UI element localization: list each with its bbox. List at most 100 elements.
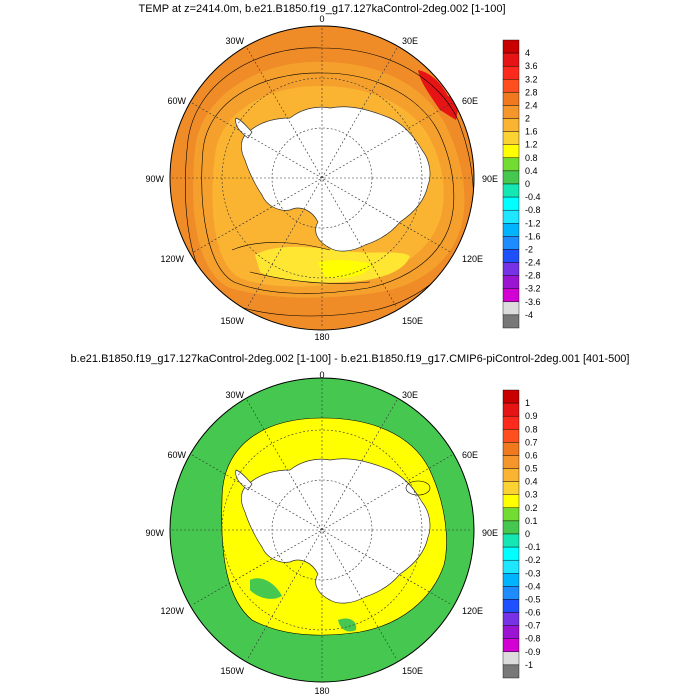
colorbar: 1 0.9 0.8 0.7 0.6 0.5 0.4 0.3 0.2 0.1 0 -0.1 -0.2 -0.… — [502, 389, 541, 679]
panel-title: b.e21.B1850.f19_g17.127kaControl-2deg.00… — [71, 353, 630, 365]
map-frame — [169, 377, 475, 683]
colorbar-label: -0.8 — [525, 205, 541, 215]
colorbar-swatch — [502, 402, 520, 417]
colorbar-label: 3.6 — [525, 61, 538, 71]
colorbar-swatch — [502, 468, 520, 482]
colorbar-label: 0.5 — [525, 464, 538, 474]
lon-label-90w: 90W — [145, 174, 164, 184]
colorbar-label: 1.6 — [525, 127, 538, 137]
graticule — [172, 28, 472, 328]
colorbar-swatch — [502, 131, 520, 145]
lon-label-150w: 150W — [220, 666, 244, 676]
antarctic-peninsula — [235, 469, 253, 491]
colorbar-swatch — [502, 625, 520, 639]
lon-label-150e: 150E — [402, 666, 423, 676]
colorbar-label: -1 — [525, 660, 533, 670]
colorbar-swatch — [502, 288, 520, 303]
colorbar-label: 0.1 — [525, 516, 538, 526]
colorbar-label: 2.8 — [525, 87, 538, 97]
colorbar-label: 4 — [525, 48, 530, 58]
colorbar-swatch — [502, 209, 520, 224]
antarctic-peninsula — [235, 117, 253, 139]
colorbar-label: 0 — [525, 179, 530, 189]
graticule — [172, 380, 472, 680]
colorbar-swatch — [502, 389, 520, 404]
lon-label-60e: 60E — [462, 96, 478, 106]
field-pocket — [318, 260, 372, 278]
lon-label-30w: 30W — [225, 36, 244, 46]
colorbar-swatch — [502, 415, 520, 430]
map-field — [170, 26, 474, 330]
colorbar-swatch — [502, 52, 520, 67]
colorbar-swatch — [502, 507, 520, 522]
colorbar-label: -0.2 — [525, 555, 541, 565]
field-patch-2 — [338, 618, 357, 632]
lon-label-120e: 120E — [462, 254, 483, 264]
colorbar-label: 0.7 — [525, 437, 538, 447]
colorbar-swatch — [502, 39, 520, 54]
colorbar-label: 0.9 — [525, 411, 538, 421]
colorbar-label: 2.4 — [525, 100, 538, 110]
lon-label-0: 0 — [319, 370, 324, 380]
lon-label-120w: 120W — [160, 254, 184, 264]
colorbar-label: -4 — [525, 310, 533, 320]
lon-label-30e: 30E — [402, 390, 418, 400]
colorbar-swatch — [502, 651, 520, 666]
lon-label-60w: 60W — [167, 96, 186, 106]
lon-label-90e: 90E — [482, 528, 498, 538]
lon-label-120w: 120W — [160, 606, 184, 616]
colorbar-label: -3.6 — [525, 297, 541, 307]
colorbar-label: 1 — [525, 398, 530, 408]
colorbar-label: -2 — [525, 244, 533, 254]
colorbar-label: 1.2 — [525, 140, 538, 150]
lon-label-150e: 150E — [402, 316, 423, 326]
colorbar-label: -0.5 — [525, 594, 541, 604]
colorbar-swatch — [502, 157, 520, 172]
colorbar-label: -0.9 — [525, 647, 541, 657]
colorbar-label: 0.8 — [525, 424, 538, 434]
colorbar-swatch — [502, 546, 520, 561]
lon-label-60e: 60E — [462, 450, 478, 460]
lon-label-150w: 150W — [220, 316, 244, 326]
colorbar-label: 0.2 — [525, 503, 538, 513]
field-warm-spot-2 — [440, 300, 460, 320]
colorbar-label: -0.8 — [525, 634, 541, 644]
colorbar-swatch — [502, 262, 520, 276]
colorbar-swatch — [502, 118, 520, 132]
colorbar-swatch — [502, 559, 520, 574]
colorbar-swatch — [502, 533, 520, 548]
colorbar-label: 0.6 — [525, 450, 538, 460]
colorbar-label: -3.2 — [525, 284, 541, 294]
lon-label-0: 0 — [319, 14, 324, 24]
colorbar-swatch — [502, 455, 520, 469]
colorbar-label: -0.3 — [525, 568, 541, 578]
colorbar-label: 3.2 — [525, 74, 538, 84]
lon-label-60w: 60W — [167, 450, 186, 460]
colorbar-label: -2.8 — [525, 271, 541, 281]
lon-label-180: 180 — [314, 332, 329, 342]
colorbar-label: 0 — [525, 529, 530, 539]
colorbar-swatch — [502, 170, 520, 185]
antarctica — [240, 106, 431, 252]
lon-labels: 0 30E 60E 90E 120E 150E 180 150W 120W 90… — [145, 370, 498, 696]
antarctica — [240, 458, 431, 604]
colorbar-swatch — [502, 183, 520, 198]
colorbar-swatch — [502, 92, 520, 106]
colorbar-label: -2.4 — [525, 258, 541, 268]
lon-label-180: 180 — [314, 686, 329, 696]
colorbar-label: -0.6 — [525, 608, 541, 618]
colorbar-swatch — [502, 612, 520, 626]
lon-label-30e: 30E — [402, 36, 418, 46]
lon-label-30w: 30W — [225, 390, 244, 400]
colorbar: 4 3.6 3.2 2.8 2.4 2 1.6 1.2 0.8 0.4 0 -0.4 -0.8 -1.2 -… — [502, 39, 541, 329]
colorbar-swatch — [502, 573, 520, 587]
colorbar-swatch — [502, 223, 520, 237]
lon-label-120e: 120E — [462, 606, 483, 616]
colorbar-swatch — [502, 275, 520, 289]
colorbar-label: 0.3 — [525, 490, 538, 500]
colorbar-swatch — [502, 249, 520, 263]
colorbar-label: -0.1 — [525, 542, 541, 552]
colorbar-swatch — [502, 301, 520, 316]
colorbar-swatch — [502, 105, 520, 119]
